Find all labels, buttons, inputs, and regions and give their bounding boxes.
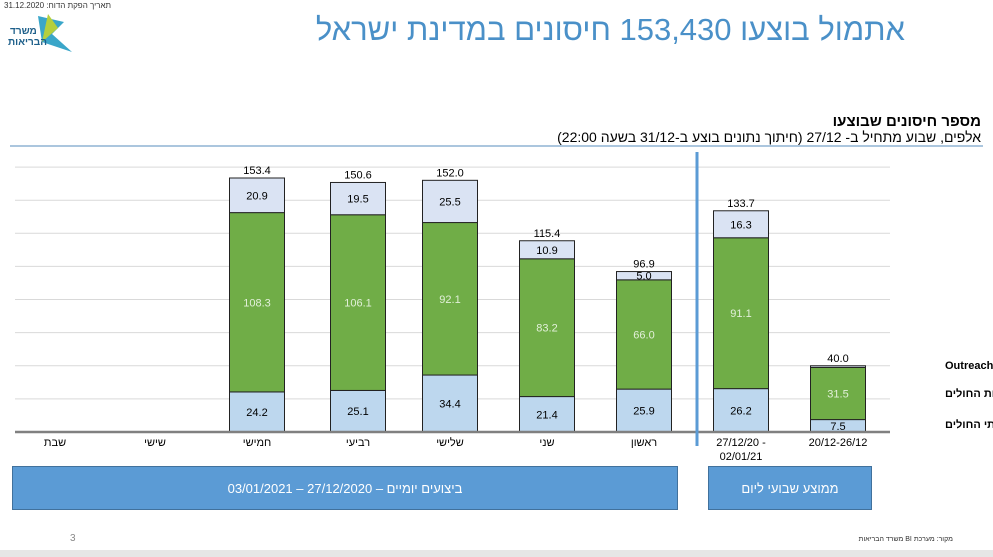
category-label: שלישי: [436, 436, 464, 449]
page-number: 3: [70, 533, 76, 544]
bar-segment: [713, 237, 769, 390]
data-label: 25.5: [439, 196, 460, 208]
chart-subtitle: אלפים, שבוע מתחיל ב- 27/12 (חיתוך נתונים…: [557, 129, 981, 145]
category-label: שבת: [44, 437, 66, 449]
category-label: שני: [539, 437, 554, 449]
bar-segment: [810, 366, 866, 421]
data-label: 92.1: [439, 294, 460, 306]
bar-segment: [713, 388, 769, 433]
bar-segment: [229, 212, 285, 393]
legend-entry: קופות החולים: [945, 387, 993, 400]
total-label: 153.4: [243, 165, 271, 177]
category-label: שישי: [144, 437, 166, 449]
bar-segment: [519, 240, 575, 260]
legend-entry: בתי החולים: [945, 418, 993, 431]
data-label: 7.5: [830, 421, 845, 433]
data-label: 19.5: [347, 194, 368, 206]
report-date: תאריך הפקת הדוח: 31.12.2020: [4, 1, 111, 10]
data-label: 26.2: [730, 405, 751, 417]
data-label: 66.0: [633, 329, 654, 341]
data-label: 24.2: [246, 407, 267, 419]
daily-group-label: ביצועים יומיים – 27/12/2020 – 03/01/2021: [227, 480, 463, 496]
total-label: 96.9: [633, 259, 654, 271]
data-label: 20.9: [246, 190, 267, 202]
footer-bar: [0, 550, 993, 557]
category-label: 27/12/20 -: [716, 437, 766, 449]
data-label: 91.1: [730, 308, 751, 320]
data-label: 34.4: [439, 399, 460, 411]
bar-segment: [616, 271, 672, 281]
data-label: 21.4: [536, 409, 557, 421]
bar-segment: [422, 179, 478, 224]
svg-text:משרד: משרד: [10, 26, 37, 37]
daily-group-banner: ביצועים יומיים – 27/12/2020 – 03/01/2021: [12, 466, 678, 510]
category-label: רביעי: [346, 437, 370, 449]
data-label: 108.3: [243, 297, 271, 309]
data-label: 10.9: [536, 245, 557, 257]
bar-segment: [616, 279, 672, 390]
total-label: 150.6: [344, 169, 372, 181]
bar-segment: [330, 214, 386, 391]
data-label: 83.2: [536, 323, 557, 335]
bar-segment: [422, 222, 478, 376]
data-label: 31.5: [827, 389, 848, 401]
bar-segment: [810, 365, 866, 368]
bar-segment: [519, 258, 575, 398]
category-label: ראשון: [631, 437, 657, 449]
data-label: 25.1: [347, 406, 368, 418]
chart-title: מספר חיסונים שבוצעו: [832, 113, 981, 130]
source-note: מקור: מערכת BI משרד הבריאות: [858, 536, 953, 543]
legend-entry: Outreach: [945, 360, 993, 372]
weekly-group-label: ממוצע שבועי ליום: [741, 480, 839, 496]
data-label: 16.3: [730, 219, 751, 231]
total-label: 133.7: [727, 198, 755, 210]
total-label: 115.4: [534, 228, 561, 240]
bar-segment: [229, 391, 285, 433]
category-label: 02/01/21: [720, 451, 763, 463]
ministry-logo: משרד הבריאות: [8, 14, 72, 52]
bar-segment: [229, 177, 285, 214]
bar-segment: [713, 210, 769, 239]
total-label: 40.0: [827, 353, 848, 365]
bar-segment: [519, 396, 575, 433]
data-label: 25.9: [633, 406, 654, 418]
category-label: 20/12-26/12: [809, 437, 868, 449]
bar-segment: [330, 181, 386, 216]
weekly-group-banner: ממוצע שבועי ליום: [708, 466, 872, 510]
data-label: 5.0: [636, 271, 651, 283]
category-label: חמישי: [243, 437, 272, 449]
bar-segment: [616, 388, 672, 433]
data-label: 106.1: [344, 298, 372, 310]
bar-segment: [330, 389, 386, 433]
total-label: 152.0: [436, 167, 464, 179]
svg-text:הבריאות: הבריאות: [8, 37, 47, 48]
page-title: אתמול בוצעו 153,430 חיסונים במדינת ישראל: [315, 12, 905, 47]
